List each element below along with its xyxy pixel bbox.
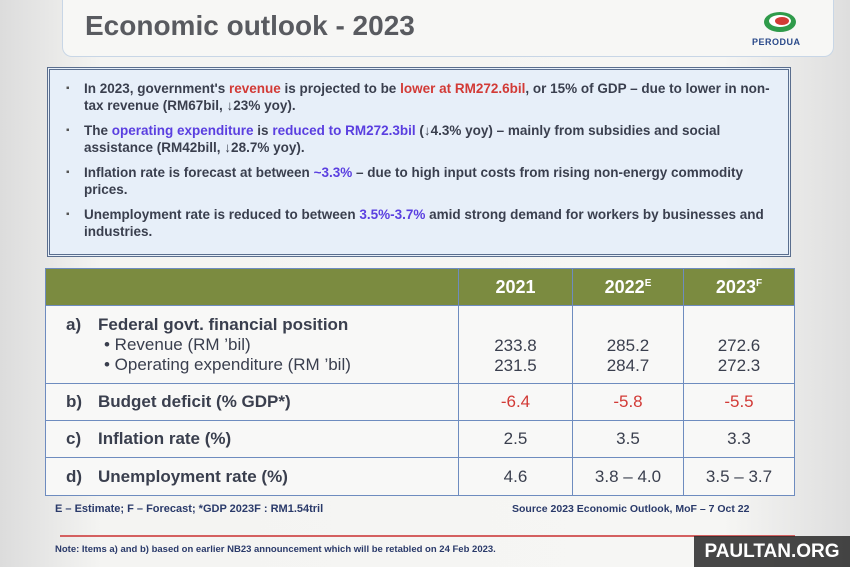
value-cell: -5.8: [572, 383, 684, 421]
column-label: 2021: [495, 276, 536, 297]
outlook-table: 2021 2022E 2023F a) Federal govt. financial …: [45, 268, 795, 496]
value-cell: -5.5: [683, 383, 795, 421]
divider: [60, 535, 795, 537]
header-cell: [45, 268, 459, 306]
row-title: b) Budget deficit (% GDP*): [66, 392, 458, 412]
value-cell: 272.6 272.3: [683, 305, 795, 384]
row-title: a) Federal govt. financial position: [66, 315, 458, 335]
value-cell: 3.3: [683, 420, 795, 458]
source: Source 2023 Economic Outlook, MoF – 7 Oc…: [512, 503, 750, 515]
row-label-text: Unemployment rate (%): [98, 466, 288, 486]
note: Note: Items a) and b) based on earlier N…: [55, 544, 496, 555]
row-title: c) Inflation rate (%): [66, 429, 458, 449]
bullet-text: 3.5%-3.7%: [359, 207, 426, 222]
column-sup: E: [644, 277, 652, 289]
column-label: 2023: [715, 276, 756, 297]
bullet-text: Inflation rate is forecast at between: [84, 165, 314, 180]
bullet-text: ~3.3%: [313, 165, 353, 180]
column-label: 2022: [604, 276, 645, 297]
bullet: The operating expenditure is reduced to …: [66, 122, 778, 156]
value-cell: 4.6: [458, 457, 573, 496]
bullet-text: is: [253, 123, 273, 138]
bullet-text: (↓4.3% yoy) – mainly from subsidies and …: [84, 123, 721, 155]
bullet-text: reduced to RM272.3bil: [272, 123, 416, 138]
bullet-text: revenue: [229, 81, 281, 96]
row: a) Federal govt. financial position • Reve…: [45, 305, 795, 384]
bullet: In 2023, government's revenue is project…: [66, 80, 778, 114]
row: c) Inflation rate (%) 2.5 3.5 3.3: [45, 420, 795, 458]
bullet-text: Unemployment rate is reduced to between: [84, 207, 360, 222]
value: 285.2: [606, 335, 650, 355]
value-cell: 285.2 284.7: [572, 305, 684, 384]
bullet-text: In 2023, government's: [84, 81, 230, 96]
value: 231.5: [494, 355, 537, 375]
value: 233.8: [494, 335, 537, 355]
value-cell: 2.5: [458, 420, 573, 458]
value-cell: 3.8 – 4.0: [572, 457, 684, 496]
value: 272.3: [717, 355, 761, 375]
bullet-text: , or 15% of GDP – due to lower in non-ta…: [84, 81, 770, 113]
bullet-text: lower at RM272.6bil: [400, 81, 526, 96]
header-row: 2021 2022E 2023F: [45, 268, 795, 306]
value-cell: 3.5 – 3.7: [683, 457, 795, 496]
subrow-label: • Revenue (RM ’bil): [104, 334, 251, 354]
row-marker: b): [66, 392, 83, 411]
bullet-text: operating expenditure: [111, 123, 254, 138]
row-marker: c): [66, 429, 82, 448]
bullet-text: The: [84, 123, 112, 138]
watermark: PAULTAN.ORG: [694, 536, 850, 567]
bullet: Inflation rate is forecast at between ~3…: [66, 164, 778, 198]
value-cell: -6.4: [458, 383, 573, 421]
row-label: b) Budget deficit (% GDP*): [45, 383, 459, 421]
row-label-text: Budget deficit (% GDP*): [98, 392, 291, 411]
header-cell: 2023F: [683, 268, 795, 306]
row-marker: d): [66, 466, 83, 486]
value-cell: 233.8 231.5: [458, 305, 573, 384]
row-label: d) Unemployment rate (%): [45, 457, 459, 496]
bullet-list: In 2023, government's revenue is project…: [66, 80, 778, 248]
column-sup: F: [755, 277, 763, 289]
row-title: d) Unemployment rate (%): [66, 467, 458, 487]
row-label-text: Federal govt. financial position: [98, 314, 349, 334]
row: d) Unemployment rate (%) 4.6 3.8 – 4.0 3.5 –…: [45, 457, 795, 496]
header-cell: 2022E: [572, 268, 684, 306]
title-box: [62, 0, 834, 57]
bullet: Unemployment rate is reduced to between …: [66, 206, 778, 240]
bullet-text: amid strong demand for workers by busine…: [84, 207, 764, 239]
row-label: a) Federal govt. financial position • Reve…: [45, 305, 459, 384]
subrow-label: • Operating expenditure (RM ’bil): [104, 354, 351, 374]
row: b) Budget deficit (% GDP*) -6.4 -5.8 -5.5: [45, 383, 795, 421]
header-cell: 2021: [458, 268, 573, 306]
row-marker: a): [66, 314, 82, 334]
row-label-text: Inflation rate (%): [98, 429, 232, 448]
bullet-text: – due to high input costs from rising no…: [84, 165, 743, 197]
row-label: c) Inflation rate (%): [45, 420, 459, 458]
legend-note: E – Estimate; F – Forecast; *GDP 2023F :…: [55, 503, 324, 515]
value: 284.7: [606, 355, 650, 375]
logo-text: PERODUA: [752, 37, 801, 47]
logo-icon: [764, 12, 796, 32]
title: Economic outlook - 2023: [85, 10, 415, 41]
value: 272.6: [717, 335, 761, 355]
bullet-text: is projected to be: [280, 81, 401, 96]
value-cell: 3.5: [572, 420, 684, 458]
